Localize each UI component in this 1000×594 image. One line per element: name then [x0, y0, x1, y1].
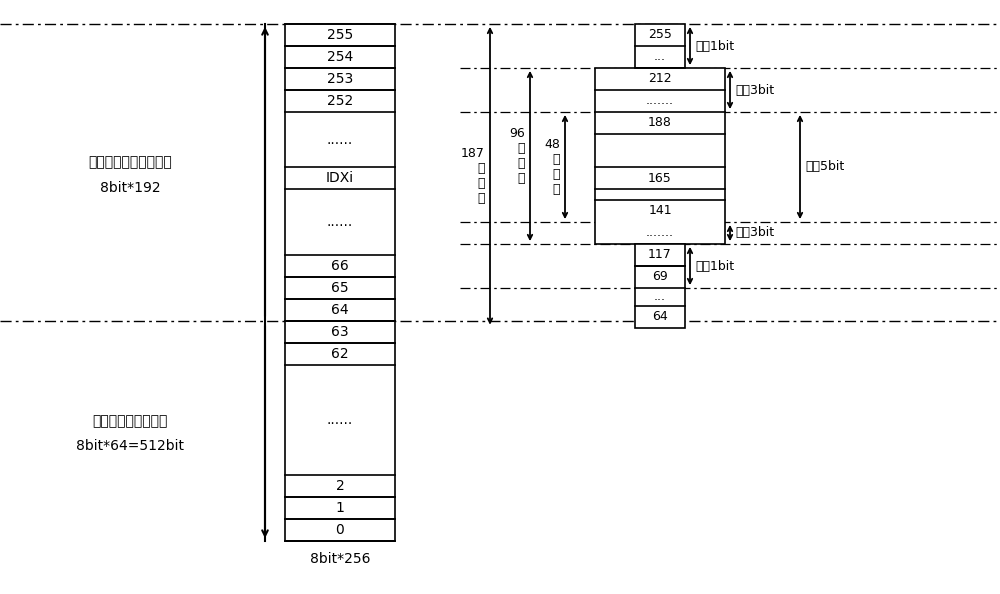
Bar: [595, 68, 725, 244]
Text: 212: 212: [648, 72, 672, 86]
Text: 62: 62: [331, 347, 349, 361]
Bar: [635, 244, 685, 328]
Text: 96
个
单
元: 96 个 单 元: [509, 127, 525, 185]
Text: 141: 141: [648, 204, 672, 217]
Text: ......: ......: [327, 132, 353, 147]
Text: 165: 165: [648, 172, 672, 185]
Text: 117: 117: [648, 248, 672, 261]
Text: 254: 254: [327, 50, 353, 64]
Text: ...: ...: [654, 290, 666, 304]
Text: 用于位扩展存储区：: 用于位扩展存储区：: [92, 414, 168, 428]
Text: 8bit*256: 8bit*256: [310, 552, 370, 566]
Text: 255: 255: [327, 28, 353, 42]
Text: 252: 252: [327, 94, 353, 108]
Text: 8bit*192: 8bit*192: [100, 181, 160, 194]
Text: ......: ......: [327, 413, 353, 427]
Text: 48
个
单
元: 48 个 单 元: [544, 138, 560, 196]
Text: ......: ......: [327, 215, 353, 229]
Text: IDXi: IDXi: [326, 171, 354, 185]
Text: .......: .......: [646, 226, 674, 239]
Text: 扩展1bit: 扩展1bit: [695, 39, 734, 52]
Text: 65: 65: [331, 281, 349, 295]
Text: 63: 63: [331, 325, 349, 339]
Text: 1: 1: [336, 501, 344, 515]
Text: 187
个
单
元: 187 个 单 元: [461, 147, 485, 205]
Text: 188: 188: [648, 116, 672, 129]
Text: 69: 69: [652, 270, 668, 283]
Text: 64: 64: [331, 303, 349, 317]
Text: ...: ...: [654, 50, 666, 64]
Text: 255: 255: [648, 29, 672, 42]
Text: 扩展3bit: 扩展3bit: [735, 226, 774, 239]
Bar: [285, 24, 395, 541]
Text: .......: .......: [646, 94, 674, 108]
Text: 三维波形映射存储区：: 三维波形映射存储区：: [88, 156, 172, 169]
Text: 扩展5bit: 扩展5bit: [805, 160, 844, 173]
Text: 66: 66: [331, 259, 349, 273]
Bar: [635, 24, 685, 68]
Text: 2: 2: [336, 479, 344, 493]
Text: 253: 253: [327, 72, 353, 86]
Text: 0: 0: [336, 523, 344, 537]
Text: 8bit*64=512bit: 8bit*64=512bit: [76, 439, 184, 453]
Text: 扩展1bit: 扩展1bit: [695, 260, 734, 273]
Text: 扩展3bit: 扩展3bit: [735, 84, 774, 96]
Text: 64: 64: [652, 310, 668, 323]
